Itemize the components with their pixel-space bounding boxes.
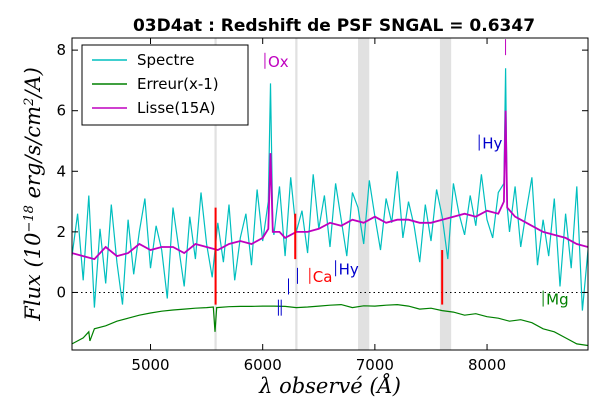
line-annotations: Ox Ca Hy Hy Mg — [264, 39, 569, 316]
series-lines — [72, 68, 588, 347]
masked-band — [214, 38, 217, 350]
annotation-label: Ox — [268, 53, 289, 71]
y-tick-label: 6 — [56, 102, 66, 120]
y-axis-ticks: 0 2 4 6 8 — [56, 41, 588, 301]
y-tick-label: 8 — [56, 41, 66, 59]
legend-label: Lisse(15A) — [137, 99, 215, 117]
masked-band — [295, 38, 298, 350]
chart-title: 03D4at : Redshift de PSF SNGAL = 0.6347 — [133, 16, 535, 36]
x-axis-label: λ observé (Å) — [258, 373, 401, 398]
legend-box — [81, 44, 249, 126]
x-tick-label: 5000 — [131, 356, 169, 374]
masked-band — [358, 38, 370, 350]
series-line-3 — [72, 110, 588, 261]
y-tick-label: 4 — [56, 162, 66, 180]
y-tick-label: 2 — [56, 223, 66, 241]
legend: Spectre Erreur(x-1) Lisse(15A) — [81, 44, 249, 126]
masked-band — [439, 38, 452, 350]
x-tick-label: 8000 — [468, 356, 506, 374]
y-axis-label: Flux (10−18 erg/s/cm2/A) — [21, 67, 45, 322]
series-line-1 — [72, 68, 588, 311]
annotation-label: Hy — [339, 260, 359, 278]
x-tick-label: 7000 — [356, 356, 394, 374]
plot-frame — [71, 37, 589, 351]
legend-label: Spectre — [137, 51, 194, 69]
annotation-label: Ca — [313, 268, 333, 286]
y-tick-label: 0 — [56, 283, 66, 301]
x-tick-label: 6000 — [244, 356, 282, 374]
sky-markers — [214, 207, 444, 305]
annotation-label: Hy — [482, 135, 502, 153]
x-axis-ticks: 5000 6000 7000 8000 — [131, 38, 506, 374]
series-line-2 — [72, 303, 588, 347]
annotation-label: Mg — [546, 291, 568, 309]
masked-bands — [214, 38, 452, 350]
legend-label: Erreur(x-1) — [137, 75, 219, 93]
